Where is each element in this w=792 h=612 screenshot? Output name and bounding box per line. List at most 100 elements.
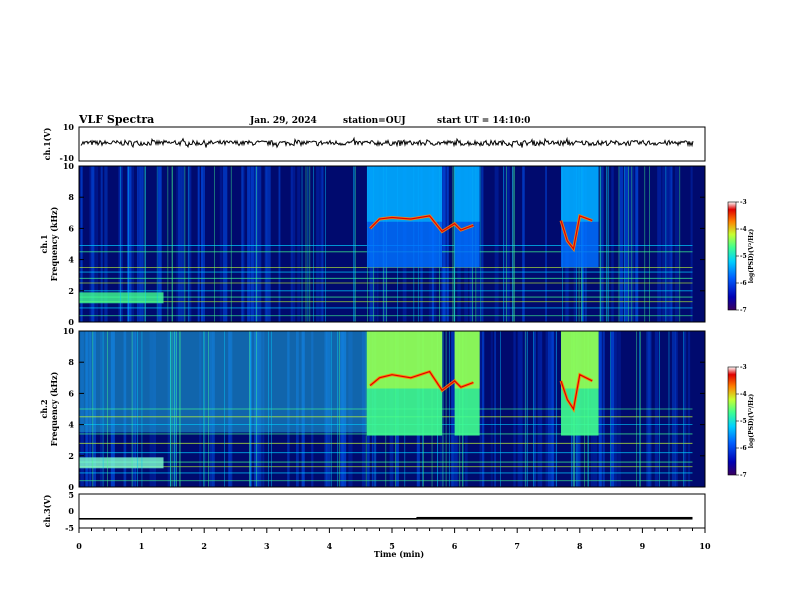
ch2-colorbar-ticks: -3 -4 -5 -6 -7 xyxy=(736,364,747,479)
time-tick-label: 3 xyxy=(264,541,270,551)
ch1-spec-noise-column xyxy=(508,166,510,322)
time-tick-label: 10 xyxy=(699,541,711,551)
time-tick-label: 8 xyxy=(577,541,583,551)
ch1-spec-noise-column xyxy=(219,166,223,322)
ch1-spec-noise-column xyxy=(250,166,255,322)
ch1-colorbar-tick-label: -7 xyxy=(740,307,747,314)
ch1-spec-noise-column xyxy=(628,166,631,322)
ch1-spec-noise-column xyxy=(321,166,324,322)
ch2-spec-ytick-label: 4 xyxy=(68,420,74,430)
ch1-spec-noise-column xyxy=(264,166,268,322)
ch2-spec-ytick-label: 6 xyxy=(68,388,74,398)
ch1-spec-noise-column xyxy=(442,166,446,322)
ch1-colorbar-label: log(PSD)(V²/Hz) xyxy=(748,229,755,284)
ch1-spec-noise-column xyxy=(297,166,301,322)
station-label: station=OUJ xyxy=(343,116,406,126)
ch1-spec-noise-column xyxy=(180,166,183,322)
ch2-spec-upper-band xyxy=(79,331,367,433)
ch1-ytick-top: 10 xyxy=(63,122,75,132)
ch1-spec-noise-column xyxy=(669,166,673,322)
ch2-colorbar-label: log(PSD)(V²/Hz) xyxy=(748,394,755,449)
ch1-spectrogram-ylabel-ch: ch.1 xyxy=(39,234,49,253)
ch3-panel: 5 0 -5 ch.3(V) 0 1 2 3 4 5 6 7 8 9 10 Time (min) xyxy=(42,490,711,559)
ch1-waveform-panel: 10 -10 ch.1(V) xyxy=(42,122,706,163)
ch1-spec-noise-column xyxy=(632,166,635,322)
ch1-spec-burst-upper xyxy=(454,166,480,222)
ch1-spec-noise-column xyxy=(446,166,449,322)
ch1-spec-noise-column xyxy=(246,166,251,322)
ch3-ytick-bottom: -5 xyxy=(65,523,74,533)
ch3-ytick-mid: 0 xyxy=(68,506,74,516)
ch2-spectrogram-panel: 0 2 4 6 8 10 ch.2 Frequency (kHz) xyxy=(39,326,706,492)
ch1-spec-burst-upper xyxy=(366,166,443,222)
ch2-colorbar-tick-label: -5 xyxy=(740,418,747,425)
ch2-spectrogram-image xyxy=(79,331,693,487)
ch1-spec-low-band xyxy=(79,292,164,304)
ch1-spectrogram-image xyxy=(79,166,693,322)
ch1-spec-ytick-label: 10 xyxy=(63,161,75,171)
ch2-colorbar-tick-label: -6 xyxy=(740,445,747,452)
ch2-spec-ytick-label: 10 xyxy=(63,326,75,336)
start-time-label: start UT = 14:10:0 xyxy=(437,116,530,126)
ch1-spec-noise-column xyxy=(223,166,228,322)
ch1-ytick-bottom: -10 xyxy=(60,153,75,163)
time-tick-label: 7 xyxy=(514,541,520,551)
ch1-colorbar-tick-label: -3 xyxy=(740,199,747,206)
ch1-colorbar-ticks: -3 -4 -5 -6 -7 xyxy=(736,199,747,314)
ch1-spec-noise-column xyxy=(266,166,271,322)
time-axis-label: Time (min) xyxy=(374,549,424,559)
ch1-spectrogram-yticks: 0 2 4 6 8 10 xyxy=(63,161,705,327)
ch1-spec-noise-column xyxy=(611,166,614,322)
ch1-spectrogram-panel: 0 2 4 6 8 10 ch.1 Frequency (kHz) xyxy=(39,161,706,327)
date-label: Jan. 29, 2024 xyxy=(249,116,317,126)
ch2-spectrogram-ylabel-freq: Frequency (kHz) xyxy=(49,371,59,446)
time-tick-label: 1 xyxy=(139,541,145,551)
ch1-spec-noise-column xyxy=(80,166,83,322)
ch1-spec-ytick-label: 4 xyxy=(68,255,74,265)
ch2-colorbar-tick-label: -4 xyxy=(740,391,747,398)
ch1-spec-noise-column xyxy=(601,166,604,322)
ch1-spec-noise-column xyxy=(100,166,103,322)
ch1-spec-noise-column xyxy=(503,166,508,322)
ch1-colorbar-tick-label: -6 xyxy=(740,280,747,287)
ch3-ytick-top: 5 xyxy=(68,490,74,500)
ch2-spec-chorus-core xyxy=(369,370,593,411)
ch2-spec-ytick-label: 2 xyxy=(68,451,74,461)
time-tick-label: 4 xyxy=(327,541,333,551)
time-tick-label: 2 xyxy=(201,541,207,551)
time-tick-label: 9 xyxy=(640,541,646,551)
ch3-thick-segment xyxy=(417,516,693,520)
ch1-spec-noise-column xyxy=(241,166,244,322)
ch2-colorbar-scale xyxy=(727,366,737,476)
ch1-spec-noise-column xyxy=(130,166,135,322)
ch1-colorbar: -3 -4 -5 -6 -7 log(PSD)(V²/Hz) xyxy=(727,199,755,314)
ch1-spec-noise-column xyxy=(178,166,181,322)
ch1-waveform-line xyxy=(80,136,694,149)
ch1-spec-noise-column xyxy=(257,166,262,322)
ch1-spec-noise-column xyxy=(91,166,95,322)
ch1-spec-ytick-label: 8 xyxy=(68,192,74,202)
time-tick-label: 5 xyxy=(389,541,395,551)
ch1-spec-noise-column xyxy=(319,166,322,322)
ch2-spec-ytick-label: 0 xyxy=(68,482,74,492)
ch1-colorbar-tick-label: -4 xyxy=(740,226,747,233)
ch1-colorbar-scale xyxy=(727,201,737,311)
ch1-spec-noise-column xyxy=(158,166,162,322)
ch1-spec-noise-column xyxy=(661,166,665,322)
ch1-spec-noise-column xyxy=(624,166,629,322)
ch1-spec-ytick-label: 6 xyxy=(68,223,74,233)
ch1-spec-noise-column xyxy=(248,166,253,322)
ch1-spec-noise-column xyxy=(139,166,144,322)
ch1-spec-noise-column xyxy=(243,166,246,322)
ch1-spec-chorus-core xyxy=(369,215,593,251)
ch1-spectrogram-frame xyxy=(78,165,706,323)
ch3-frame xyxy=(78,493,706,529)
ch1-spec-noise-column xyxy=(630,166,633,322)
ch2-colorbar-tick-label: -7 xyxy=(740,472,747,479)
ch1-spectrogram-ylabel-freq: Frequency (kHz) xyxy=(49,206,59,281)
ch1-spec-burst-upper xyxy=(561,166,599,222)
ch2-spec-burst-upper xyxy=(454,331,480,389)
ch1-spec-noise-column xyxy=(137,166,139,322)
ch1-spec-noise-column xyxy=(278,166,281,322)
ch1-spec-noise-column xyxy=(182,166,185,322)
